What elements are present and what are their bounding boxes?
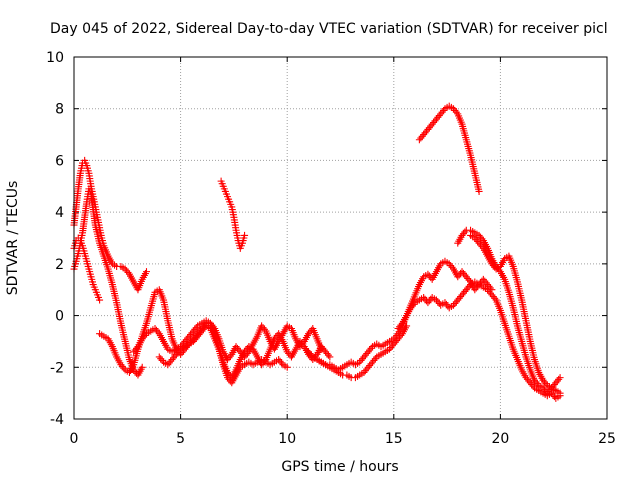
chart-title: Day 045 of 2022, Sidereal Day-to-day VTE… [50, 21, 608, 37]
data-point-interp [555, 375, 563, 383]
y-tick-label: 2 [55, 257, 64, 273]
y-axis-label: SDTVAR / TECUs [5, 181, 21, 296]
series-arc-2 [70, 234, 104, 304]
data-point [556, 374, 564, 382]
data-point-interp [393, 331, 401, 339]
plot-frame [73, 56, 608, 420]
x-tick-label: 10 [278, 431, 296, 447]
series-arc-6 [155, 322, 334, 382]
x-tick-label: 0 [70, 431, 79, 447]
series-arc-5 [130, 317, 325, 364]
x-tick-label: 5 [176, 431, 185, 447]
data-point-interp [124, 268, 132, 276]
data-point-interp [175, 347, 183, 355]
data-point-interp [141, 331, 149, 339]
y-tick-label: -2 [50, 360, 64, 376]
data-point-interp [478, 243, 486, 251]
data-point-interp [491, 294, 499, 302]
data-point-interp [307, 351, 315, 359]
grid [74, 57, 607, 419]
data-point-interp [465, 276, 473, 284]
axis-ticks: 0 5 10 15 20 25 -4 -2 0 2 4 6 8 10 [46, 50, 616, 447]
series-arc-4 [96, 286, 291, 387]
series-arc-10 [394, 278, 564, 402]
data-point [283, 363, 291, 371]
series-arc-13 [467, 231, 564, 397]
data-point-interp [542, 380, 550, 388]
data-point [241, 231, 249, 239]
data-point-interp [529, 382, 537, 390]
data-point-interp [278, 359, 286, 367]
y-tick-label: 0 [55, 309, 64, 325]
data-point [142, 268, 150, 276]
data-point-interp [448, 263, 456, 271]
data-point-interp [465, 282, 473, 290]
series-arc-7 [217, 177, 249, 252]
data-point-interp [133, 344, 141, 352]
y-tick-label: 8 [55, 102, 64, 118]
y-tick-label: 4 [55, 205, 64, 221]
x-tick-label: 25 [598, 431, 616, 447]
data-point [138, 363, 146, 371]
data-point-interp [461, 228, 469, 236]
series-arc-1 [70, 156, 150, 294]
data-point [96, 296, 104, 304]
data-point-interp [158, 356, 166, 364]
series-arc-11 [415, 102, 483, 195]
data-point-interp [192, 324, 200, 332]
data-point-interp [371, 355, 379, 363]
data-point-interp [440, 106, 448, 114]
data-point [326, 353, 334, 361]
data-point-interp [478, 235, 486, 243]
data-point [556, 389, 564, 397]
data-point-interp [533, 380, 541, 388]
data-point-interp [260, 357, 268, 365]
y-tick-label: 10 [46, 50, 64, 66]
x-tick-label: 15 [385, 431, 403, 447]
data-point-interp [452, 108, 460, 116]
y-tick-label: -4 [50, 412, 64, 428]
x-axis-label: GPS time / hours [281, 459, 398, 475]
y-tick-label: 6 [55, 153, 64, 169]
series-arc-9 [313, 257, 496, 374]
series-arc-3 [70, 185, 146, 379]
data-point [475, 187, 483, 195]
data-point-interp [299, 341, 307, 349]
data-point-interp [226, 352, 234, 360]
data-point-interp [367, 344, 375, 352]
data-points [70, 102, 564, 402]
data-point-interp [120, 364, 128, 372]
data-point-interp [260, 325, 268, 333]
data-point-interp [154, 328, 162, 336]
data-point-interp [410, 300, 418, 308]
data-point-interp [397, 321, 405, 329]
data-point-interp [324, 351, 332, 359]
series-arc-12 [454, 226, 564, 397]
x-tick-label: 20 [491, 431, 509, 447]
